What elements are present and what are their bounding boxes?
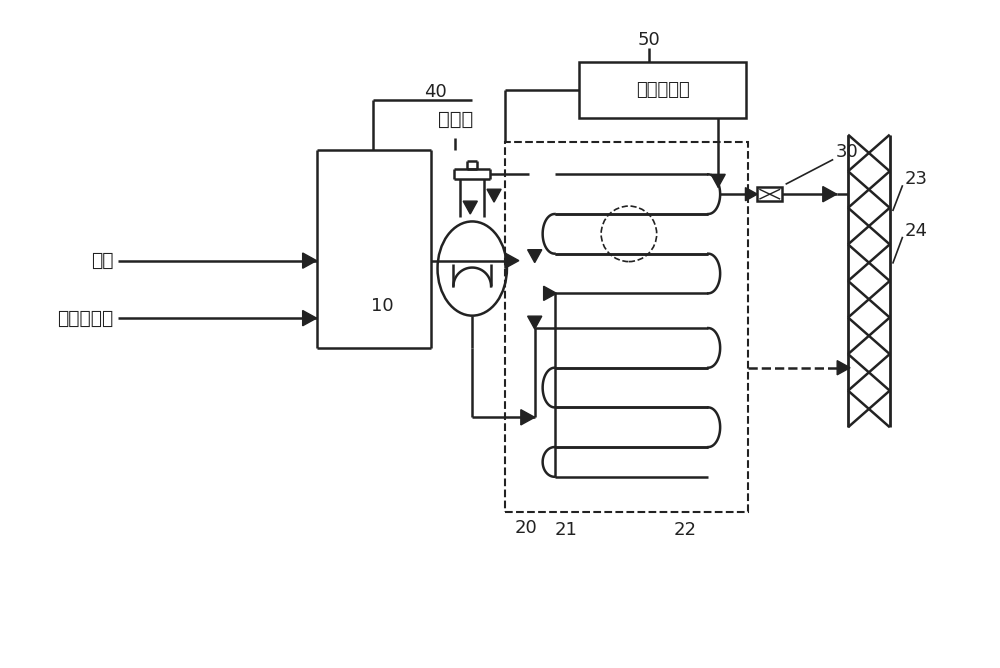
Polygon shape	[303, 253, 317, 269]
Polygon shape	[837, 361, 850, 375]
Polygon shape	[463, 201, 477, 214]
Text: 40: 40	[424, 83, 447, 101]
Polygon shape	[528, 250, 542, 263]
Text: 10: 10	[371, 297, 394, 315]
Text: 丙酮: 丙酮	[91, 251, 113, 270]
Bar	[757, 187, 782, 201]
Text: 20: 20	[515, 520, 538, 538]
Text: 反应终止剂: 反应终止剂	[636, 81, 690, 99]
Polygon shape	[487, 189, 501, 202]
Polygon shape	[711, 174, 725, 187]
Polygon shape	[303, 311, 317, 326]
Polygon shape	[521, 409, 535, 425]
Bar	[579, 62, 746, 118]
Text: 21: 21	[555, 522, 577, 540]
Text: 23: 23	[905, 170, 928, 188]
Text: 24: 24	[905, 222, 928, 240]
Text: 30: 30	[835, 142, 858, 160]
Polygon shape	[528, 316, 542, 329]
Polygon shape	[505, 253, 519, 269]
Polygon shape	[745, 188, 757, 200]
Text: 催化剂: 催化剂	[438, 110, 473, 130]
Text: 50: 50	[637, 31, 660, 49]
Polygon shape	[544, 287, 557, 301]
Polygon shape	[823, 186, 837, 202]
Bar	[505, 142, 748, 512]
Text: 乙炔氨溶液: 乙炔氨溶液	[57, 309, 113, 327]
Text: 22: 22	[674, 522, 697, 540]
